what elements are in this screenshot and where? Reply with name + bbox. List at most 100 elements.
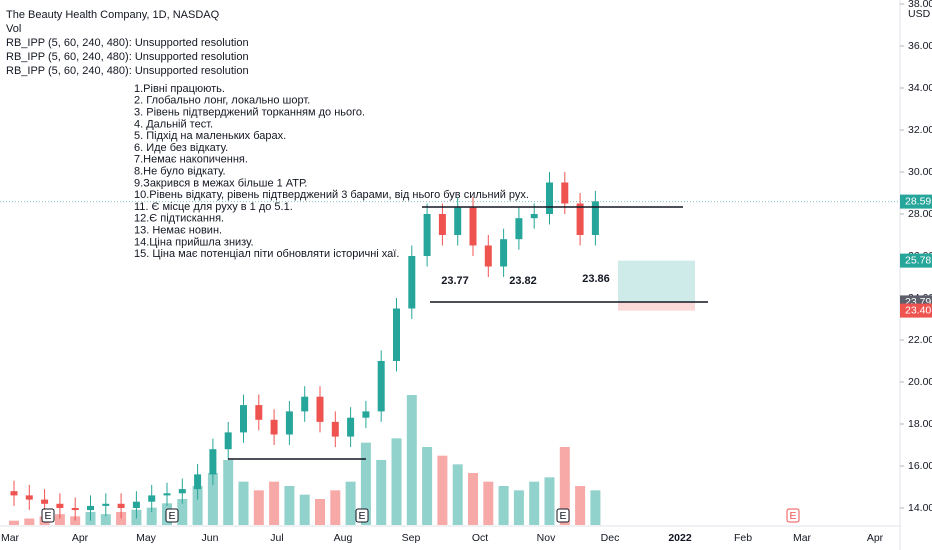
volume-bar (223, 460, 234, 525)
volume-bar (360, 442, 371, 525)
candle-body (591, 201, 599, 235)
volume-bar (238, 481, 249, 525)
candle-body (209, 449, 217, 475)
candle-body (178, 489, 186, 494)
note-line: 1.Рівні працюють. (134, 83, 225, 95)
candle-body (331, 421, 339, 437)
candle-body (148, 495, 156, 502)
indicator: RB_IPP (5, 60, 240, 480): Unsupported re… (6, 51, 249, 63)
x-tick-label: Mar (1, 532, 20, 544)
y-tick-label: 32.00 (908, 124, 932, 136)
volume-bar (406, 395, 417, 525)
candle-body (316, 396, 324, 422)
earnings-label: E (44, 510, 51, 522)
volume-bar (207, 473, 218, 525)
x-tick-label: Oct (472, 532, 488, 544)
x-tick-label: Mar (793, 532, 812, 544)
candle-body (56, 503, 64, 508)
candle-body (484, 245, 492, 267)
candle-body (240, 405, 247, 433)
note-line: 8.Не було відкату. (134, 166, 226, 178)
y-tick-label: 16.00 (908, 460, 932, 472)
price-tag (900, 303, 932, 318)
volume-label: Vol (6, 23, 21, 35)
note-line: 3. Рівень підтверджений торканням до ньо… (134, 107, 365, 119)
volume-bar (391, 438, 402, 525)
note-line: 13. Немає новин. (134, 225, 222, 237)
earnings-label: E (168, 510, 175, 522)
volume-bar (575, 486, 586, 525)
indicator: RB_IPP (5, 60, 240, 480): Unsupported re… (6, 37, 249, 49)
note-line: 2. Глобально лонг, локально шорт. (134, 95, 310, 107)
x-tick-label: Dec (601, 532, 620, 544)
volume-bar (529, 481, 540, 525)
price-tag-label: 28.59 (905, 195, 931, 207)
price-tag (900, 253, 932, 268)
volume-bar (24, 518, 35, 525)
candle-body (255, 405, 263, 420)
candle-body (546, 182, 553, 214)
y-tick-label: 36.00 (908, 40, 932, 52)
x-tick-label: Sep (402, 532, 421, 544)
y-tick-label: 34.00 (908, 82, 932, 94)
candle-body (102, 503, 110, 506)
y-tick-label: 18.00 (908, 418, 932, 430)
x-tick-label: Apr (867, 532, 884, 544)
candle-body (438, 213, 446, 235)
candle-body (132, 501, 140, 508)
candle-body (393, 308, 400, 361)
candle-body (530, 213, 538, 219)
volume-bar (544, 477, 555, 525)
volume-bar (468, 473, 478, 525)
volume-bar (100, 514, 111, 525)
y-tick-label: 30.00 (908, 166, 932, 178)
volume-bar (299, 494, 310, 525)
y-tick-label: 22.00 (908, 334, 932, 346)
candle-body (576, 203, 584, 235)
volume-bar (559, 447, 570, 525)
note-line: 11. Є місце для руху в 1 до 5.1. (134, 201, 293, 213)
note-line: 7.Немає накопичення. (134, 154, 248, 166)
candle-body (163, 493, 171, 496)
candle-body (469, 207, 477, 246)
candle-body (10, 491, 18, 496)
volume-bar (54, 514, 65, 525)
candle-body (285, 411, 293, 435)
note-line: 12.Є підтискання. (134, 213, 224, 225)
earnings-label: E (559, 510, 566, 522)
volume-bar (146, 507, 157, 525)
volume-bar (177, 499, 188, 525)
volume-bar (513, 490, 524, 525)
volume-bar (284, 486, 295, 525)
position-target (618, 260, 695, 303)
note-line: 14.Ціна прийшла знизу. (134, 236, 254, 248)
note-line: 10.Рівень відкату, рівень підтверджений … (134, 189, 529, 201)
x-tick-label: Jun (202, 532, 219, 544)
candle-body (377, 360, 385, 412)
price-tag (900, 194, 932, 209)
note-line: 9.Закрився в межах більше 1 АТР. (134, 177, 307, 189)
x-tick-label: Apr (72, 532, 89, 544)
x-tick-label: Feb (734, 532, 752, 544)
candle-body (500, 239, 508, 267)
candle-body (347, 417, 355, 437)
volume-bar (483, 481, 494, 525)
note-line: 15. Ціна має потенціал піти обновляти іс… (134, 248, 399, 260)
y-tick-label: 28.00 (908, 208, 932, 220)
currency: USD (908, 8, 931, 20)
volume-bar (192, 486, 203, 525)
volume-bar (498, 486, 509, 525)
candle-body (117, 503, 125, 508)
earnings-marker (165, 508, 179, 523)
volume-bar (116, 512, 127, 525)
candle-body (561, 182, 569, 204)
level-label: 23.77 (441, 275, 469, 287)
y-tick-label: 20.00 (908, 376, 932, 388)
earnings-marker (355, 508, 369, 523)
note-line: 6. Иде без відкату. (134, 142, 228, 154)
earnings-marker (556, 508, 570, 523)
x-tick-label: Nov (537, 532, 556, 544)
candle-body (301, 396, 309, 412)
